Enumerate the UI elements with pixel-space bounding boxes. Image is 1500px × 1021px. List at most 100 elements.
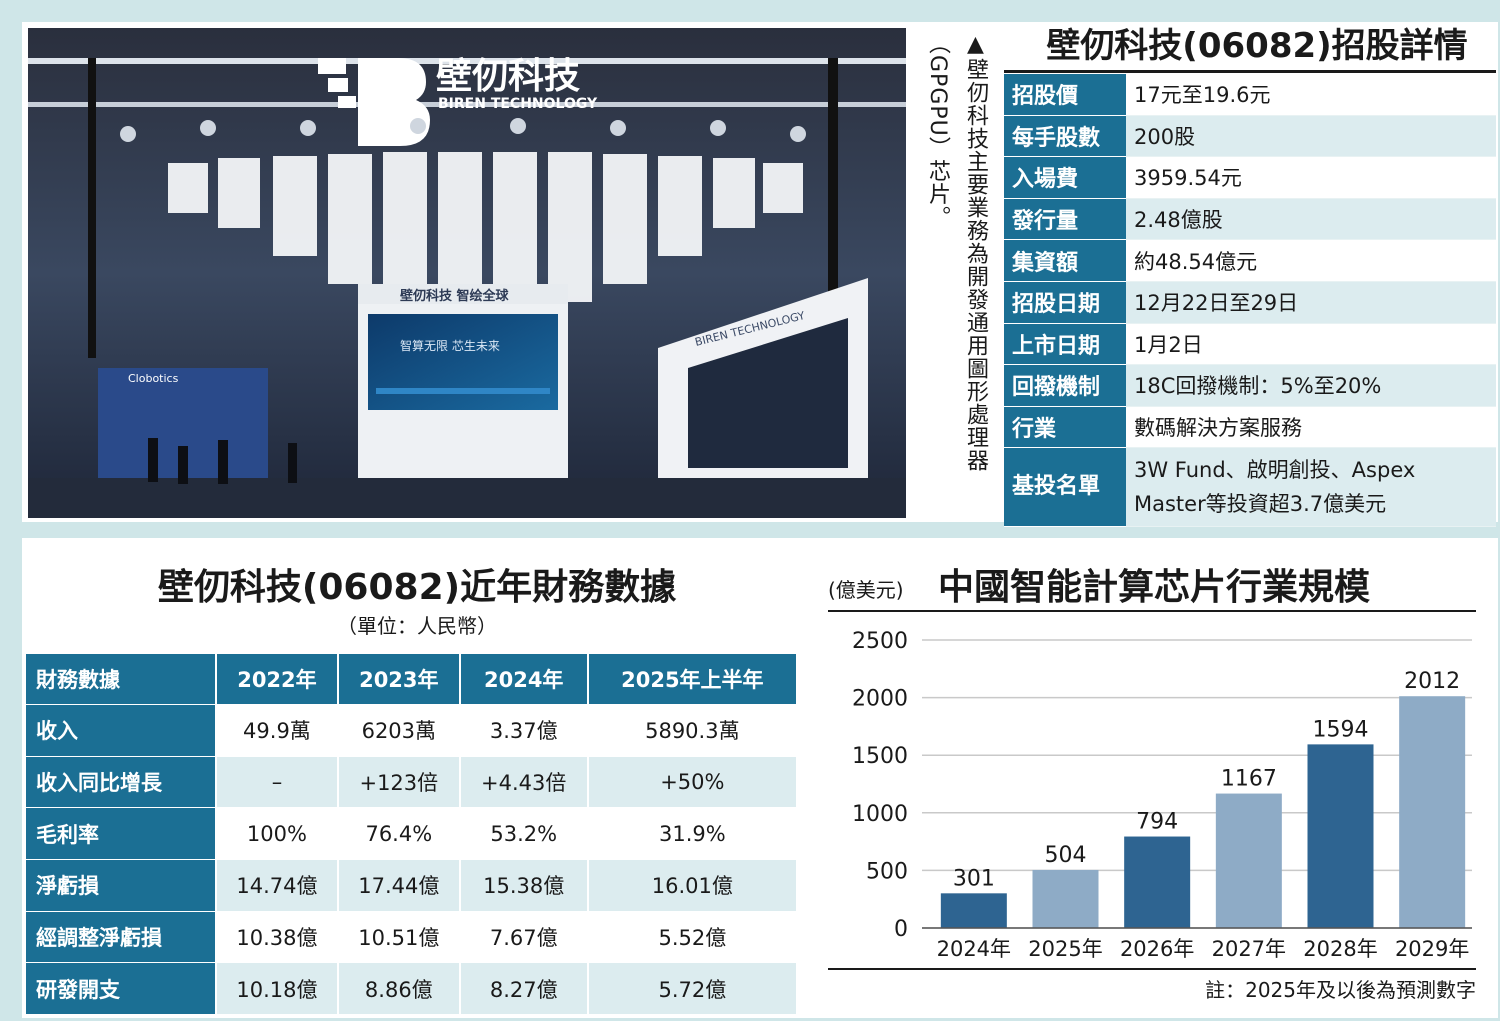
y-tick-label: 2000 [852, 687, 908, 712]
financial-cell: 8.27億 [458, 962, 588, 1015]
financial-row-label: 研發開支 [26, 962, 216, 1015]
ipo-panel: 壁仞科技 BIREN TECHNOLOGY [22, 22, 1498, 528]
ipo-row: 發行量 2.48億股 [1004, 198, 1496, 241]
x-tick-label: 2024年 [937, 937, 1011, 961]
financial-cell: 49.9萬 [215, 704, 338, 757]
ipo-row-key: 招股日期 [1004, 281, 1126, 324]
booth-illustration: 壁仞科技 BIREN TECHNOLOGY [28, 28, 906, 518]
bar-value-label: 2012 [1404, 669, 1460, 694]
financial-cell: 15.38億 [458, 859, 588, 912]
financial-cell: 76.4% [336, 807, 460, 860]
caption-line-2: （GPGPU）芯片。 [925, 32, 950, 229]
bar-value-label: 301 [953, 866, 995, 891]
ipo-row-value: 1月2日 [1126, 323, 1496, 366]
bar-value-label: 504 [1045, 843, 1087, 868]
financial-cell: – [215, 755, 338, 808]
bar [940, 893, 1007, 928]
table-row: 收入同比增長 – +123倍 +4.43倍 +50% [26, 755, 796, 808]
ipo-title: 壁仞科技(06082)招股詳情 [1046, 26, 1468, 66]
ipo-row-key: 集資額 [1004, 239, 1126, 282]
y-tick-label: 1000 [852, 802, 908, 827]
booth-screen [368, 314, 558, 410]
bar [1124, 836, 1191, 928]
financial-header-cell: 2024年 [458, 654, 588, 705]
table-row: 淨虧損 14.74億 17.44億 15.38億 16.01億 [26, 859, 796, 912]
financial-cell: +123倍 [336, 755, 460, 808]
x-tick-label: 2026年 [1120, 937, 1194, 961]
ipo-row-value: 18C回撥機制：5%至20% [1126, 364, 1496, 407]
table-row: 研發開支 10.18億 8.86億 8.27億 5.72億 [26, 962, 796, 1015]
chart-title-rule [828, 610, 1476, 612]
financial-cell: 10.18億 [215, 962, 338, 1015]
ipo-row-key: 回撥機制 [1004, 364, 1126, 407]
ipo-row-value: 17元至19.6元 [1126, 74, 1496, 116]
bar-value-label: 1167 [1221, 767, 1277, 792]
financial-cell: 3.37億 [458, 704, 588, 757]
bar [1032, 869, 1099, 928]
financial-cell: +50% [586, 755, 796, 808]
table-row: 經調整淨虧損 10.38億 10.51億 7.67億 5.52億 [26, 910, 796, 963]
caption-line-1: ▲壁仞科技主要業務為開發通用圖形處理器 [963, 32, 988, 472]
ipo-row: 招股價 17元至19.6元 [1004, 74, 1496, 116]
y-tick-label: 500 [866, 859, 908, 884]
financial-unit: （單位：人民幣） [337, 614, 497, 638]
financial-row-label: 收入 [26, 704, 216, 757]
ipo-row: 基投名單 3W Fund、啟明創投、Aspex Master等投資超3.7億美元 [1004, 447, 1496, 528]
financial-cell: 5.72億 [586, 962, 796, 1015]
y-tick-label: 1500 [852, 744, 908, 769]
ipo-row: 招股日期 12月22日至29日 [1004, 281, 1496, 324]
financial-row-label: 經調整淨虧損 [26, 910, 216, 963]
ipo-row: 集資額 約48.54億元 [1004, 239, 1496, 282]
financial-cell: 17.44億 [336, 859, 460, 912]
ipo-table: 招股價 17元至19.6元 每手股數 200股 入場費 3959.54元 發行量 2.48億股… [1004, 74, 1496, 528]
financial-cell: 8.86億 [336, 962, 460, 1015]
bar [1399, 696, 1466, 928]
financial-row-label: 淨虧損 [26, 859, 216, 912]
financial-header-cell: 財務數據 [26, 654, 216, 705]
ipo-row: 上市日期 1月2日 [1004, 323, 1496, 366]
y-tick-label: 2500 [852, 629, 908, 654]
bar [1307, 744, 1374, 928]
bar-value-label: 1594 [1313, 717, 1369, 742]
ipo-row-value: 2.48億股 [1126, 198, 1496, 241]
financial-cell: 5890.3萬 [586, 704, 796, 757]
financial-cell: 14.74億 [215, 859, 338, 912]
ipo-row-key: 上市日期 [1004, 323, 1126, 366]
financial-header-cell: 2025年上半年 [586, 654, 796, 705]
financial-row-label: 毛利率 [26, 807, 216, 860]
ipo-row-value: 12月22日至29日 [1126, 281, 1496, 324]
ipo-row-value: 3959.54元 [1126, 156, 1496, 199]
booth-photo: 壁仞科技 BIREN TECHNOLOGY [28, 28, 906, 518]
chart-note: 註：2025年及以後為預測數字 [1205, 978, 1476, 1002]
bar [1215, 793, 1282, 928]
financial-cell: 5.52億 [586, 910, 796, 963]
industry-bar-chart: 0 500 1000 1500 2000 2500 301 2024年 504 2025年 794 2… [852, 629, 1472, 961]
ipo-row-key: 基投名單 [1004, 447, 1126, 528]
ipo-row-key: 發行量 [1004, 198, 1126, 241]
ipo-row-key: 招股價 [1004, 74, 1126, 116]
ipo-row: 入場費 3959.54元 [1004, 156, 1496, 199]
photo-screen-text: 智算无限 芯生未来 [400, 338, 500, 353]
financial-cell: 16.01億 [586, 859, 796, 912]
x-tick-label: 2028年 [1303, 937, 1377, 961]
photo-caption: ▲壁仞科技主要業務為開發通用圖形處理器 （GPGPU）芯片。 [917, 32, 997, 512]
photo-logo-cn: 壁仞科技 [436, 56, 580, 97]
ipo-row: 每手股數 200股 [1004, 115, 1496, 158]
table-row: 收入 49.9萬 6203萬 3.37億 5890.3萬 [26, 704, 796, 757]
ipo-row-key: 入場費 [1004, 156, 1126, 199]
financial-cell: 10.38億 [215, 910, 338, 963]
ipo-row-value: 約48.54億元 [1126, 239, 1496, 282]
ipo-row-value: 3W Fund、啟明創投、Aspex Master等投資超3.7億美元 [1126, 447, 1496, 528]
ipo-row: 行業 數碼解決方案服務 [1004, 406, 1496, 449]
financial-cell: 6203萬 [336, 704, 460, 757]
photo-logo-en: BIREN TECHNOLOGY [438, 96, 598, 112]
financial-header-cell: 2022年 [215, 654, 338, 705]
x-tick-label: 2027年 [1212, 937, 1286, 961]
ipo-row: 回撥機制 18C回撥機制：5%至20% [1004, 364, 1496, 407]
chart-unit-label: (億美元) [828, 578, 904, 602]
chart-title: 中國智能計算芯片行業規模 [938, 567, 1371, 608]
financial-cell: 7.67億 [458, 910, 588, 963]
financial-row-label: 收入同比增長 [26, 755, 216, 808]
financial-title: 壁仞科技(06082)近年財務數據 [157, 567, 677, 608]
financial-table: 財務數據 2022年 2023年 2024年 2025年上半年 收入 49.9萬 6203萬… [26, 654, 796, 1015]
